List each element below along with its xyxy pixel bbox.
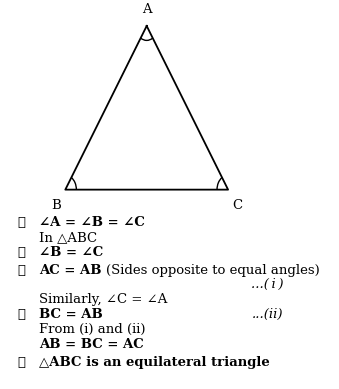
Text: C: C <box>233 199 242 212</box>
Text: ...(ii): ...(ii) <box>252 308 283 321</box>
Text: ∴: ∴ <box>17 356 25 370</box>
Text: B: B <box>51 199 61 212</box>
Text: ∠B = ∠C: ∠B = ∠C <box>39 246 103 259</box>
Text: A: A <box>142 4 152 16</box>
Text: ∠A = ∠B = ∠C: ∠A = ∠B = ∠C <box>39 216 145 228</box>
Text: (Sides opposite to equal angles): (Sides opposite to equal angles) <box>106 264 320 277</box>
Text: ∴: ∴ <box>17 308 25 321</box>
Text: △ABC is an equilateral triangle: △ABC is an equilateral triangle <box>39 356 270 370</box>
Text: AB = BC = AC: AB = BC = AC <box>39 338 144 352</box>
Text: ∴: ∴ <box>17 246 25 259</box>
Text: ...( i ): ...( i ) <box>251 278 283 291</box>
Text: Similarly, ∠C = ∠A: Similarly, ∠C = ∠A <box>39 293 167 306</box>
Text: From (i) and (ii): From (i) and (ii) <box>39 323 146 336</box>
Text: ∴: ∴ <box>17 216 25 228</box>
Text: In △ABC: In △ABC <box>39 231 97 244</box>
Text: ∴: ∴ <box>17 264 25 277</box>
Text: AC = AB: AC = AB <box>39 264 102 277</box>
Text: BC = AB: BC = AB <box>39 308 103 321</box>
